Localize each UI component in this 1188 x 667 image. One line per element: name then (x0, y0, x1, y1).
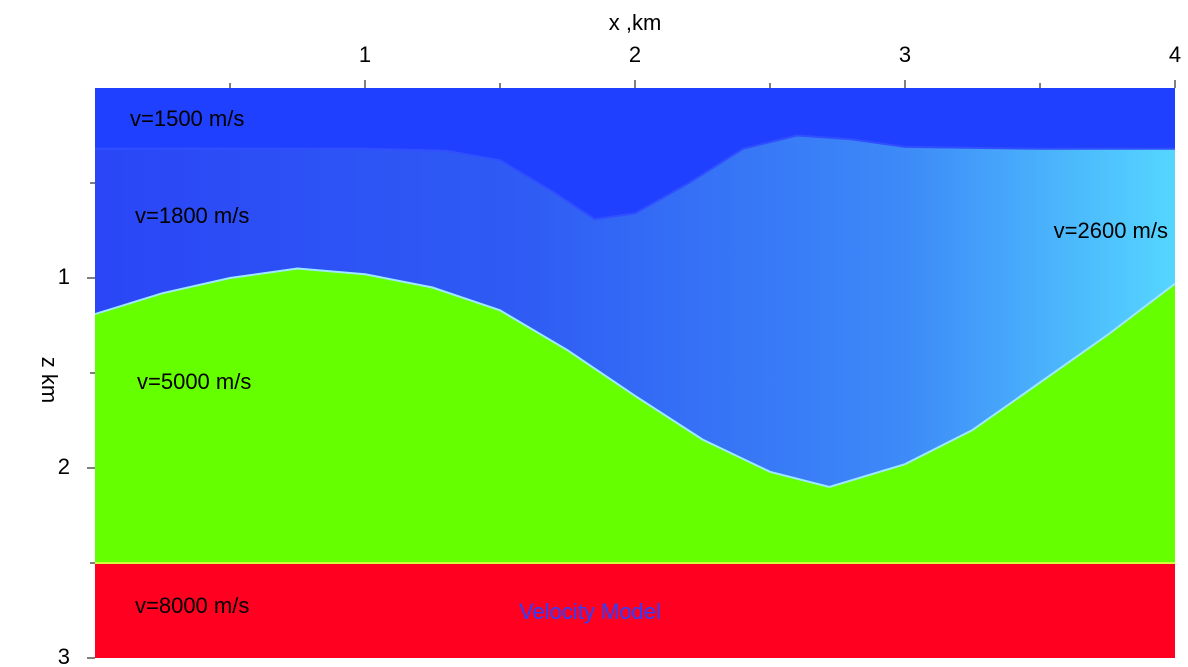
y-tick-label: 3 (58, 644, 70, 667)
velocity-label: v=8000 m/s (135, 593, 249, 618)
interface-line (94, 267, 1176, 489)
layer-2600 (95, 135, 1175, 487)
velocity-label: v=1500 m/s (130, 106, 244, 131)
layer-1500 (95, 88, 1175, 220)
y-tick-label: 1 (58, 264, 70, 289)
x-tick-label: 4 (1169, 42, 1181, 67)
plot-area (94, 88, 1176, 658)
x-tick-label: 3 (899, 42, 911, 67)
y-axis-label: z km (37, 357, 62, 403)
velocity-label: v=1800 m/s (135, 203, 249, 228)
velocity-label: v=5000 m/s (137, 369, 251, 394)
chart-title: Velocity Model (519, 599, 661, 624)
y-tick-label: 2 (58, 454, 70, 479)
interface-line (95, 134, 1175, 221)
x-tick-label: 1 (359, 42, 371, 67)
layer-5000 (95, 268, 1175, 563)
x-tick-label: 2 (629, 42, 641, 67)
velocity-label: v=2600 m/s (1054, 218, 1168, 243)
x-axis-label: x ,km (609, 10, 662, 35)
